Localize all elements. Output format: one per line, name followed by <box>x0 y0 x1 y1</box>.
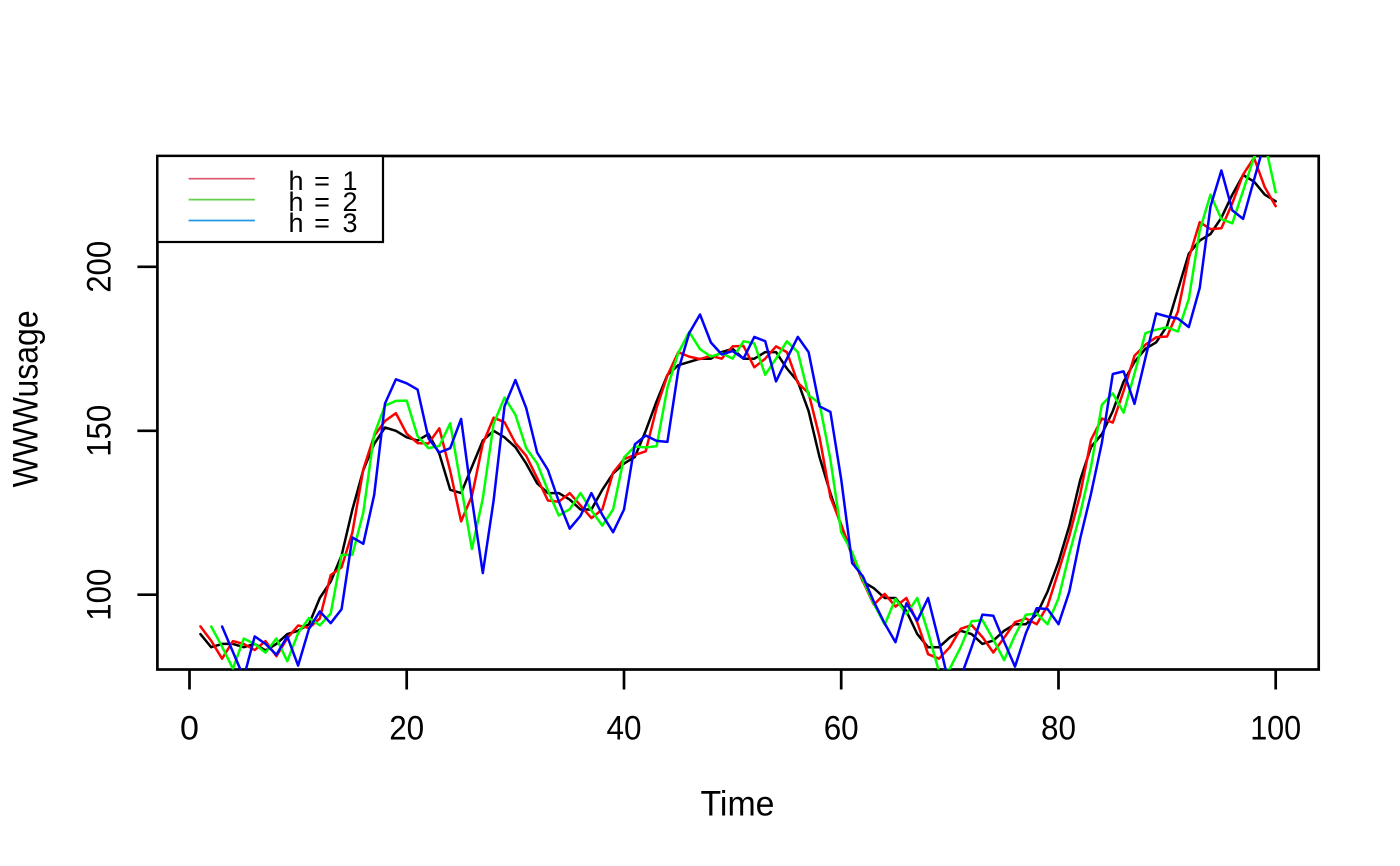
svg-text:100: 100 <box>81 569 119 621</box>
svg-text:20: 20 <box>389 710 424 748</box>
svg-text:=: = <box>314 166 330 196</box>
svg-text:40: 40 <box>607 710 642 748</box>
svg-text:80: 80 <box>1041 710 1076 748</box>
svg-text:Time: Time <box>701 785 775 824</box>
svg-text:200: 200 <box>81 241 119 293</box>
svg-text:100: 100 <box>1250 710 1301 748</box>
svg-text:h: h <box>289 166 304 196</box>
svg-text:1: 1 <box>342 166 357 196</box>
svg-text:h: h <box>289 187 304 217</box>
svg-text:WWWusage: WWWusage <box>7 310 46 487</box>
svg-text:0: 0 <box>180 710 199 748</box>
svg-text:60: 60 <box>824 710 859 748</box>
svg-text:150: 150 <box>81 405 119 457</box>
svg-text:=: = <box>314 208 330 238</box>
svg-text:3: 3 <box>342 208 357 238</box>
svg-text:h: h <box>289 208 304 238</box>
svg-text:=: = <box>314 187 330 217</box>
svg-text:2: 2 <box>342 187 357 217</box>
